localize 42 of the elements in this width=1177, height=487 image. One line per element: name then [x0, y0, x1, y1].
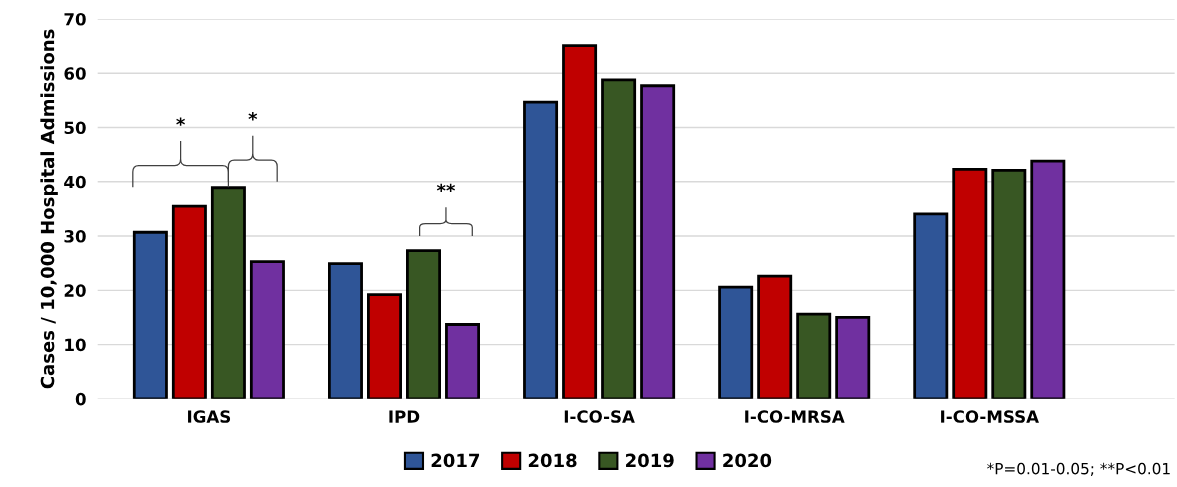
bar	[327, 262, 363, 399]
annotation: **	[436, 183, 456, 193]
bar	[718, 285, 754, 399]
bar	[445, 323, 481, 399]
text: *P=0.01-0.05; **P<0.01	[987, 462, 1170, 476]
bar	[171, 204, 207, 399]
y-tick-label: 70	[64, 12, 86, 26]
bar	[796, 312, 832, 399]
legend-label: 2018	[528, 453, 577, 468]
annotation: *	[248, 112, 258, 121]
y-tick-label: 0	[75, 392, 86, 406]
bar	[601, 78, 637, 399]
y-tick-label: 20	[64, 284, 86, 297]
bar	[367, 293, 402, 399]
x-tick-label: I-CO-MRSA	[745, 410, 845, 423]
y-tick-label: 60	[64, 67, 86, 80]
bar	[952, 167, 988, 399]
y-tick-label: 10	[65, 338, 86, 352]
legend-label: 2020	[723, 453, 772, 468]
bar	[913, 212, 949, 399]
x-tick-label: I-CO-SA	[564, 410, 635, 423]
bar	[406, 249, 441, 399]
bar	[835, 316, 871, 399]
bar	[757, 274, 793, 399]
y-tick-label: 40	[64, 175, 86, 189]
annotation: *	[176, 117, 185, 126]
legend-label: 2017	[431, 453, 480, 468]
bar	[249, 260, 285, 399]
bar	[562, 44, 598, 399]
x-tick-label: IPD	[389, 410, 420, 423]
x-tick-label: I-CO-MSSA	[941, 410, 1039, 423]
y-tick-label: 30	[64, 230, 86, 243]
bar	[1030, 159, 1066, 399]
x-tick-label: IGAS	[188, 410, 231, 423]
bar	[991, 169, 1027, 399]
bar	[523, 100, 559, 399]
y-axis-title: Cases / 10,000 Hospital Admissions	[40, 29, 58, 389]
bar	[210, 186, 246, 399]
bar	[640, 84, 676, 399]
y-tick-label: 50	[64, 121, 86, 135]
bar	[132, 230, 168, 399]
legend-label: 2019	[626, 453, 674, 468]
